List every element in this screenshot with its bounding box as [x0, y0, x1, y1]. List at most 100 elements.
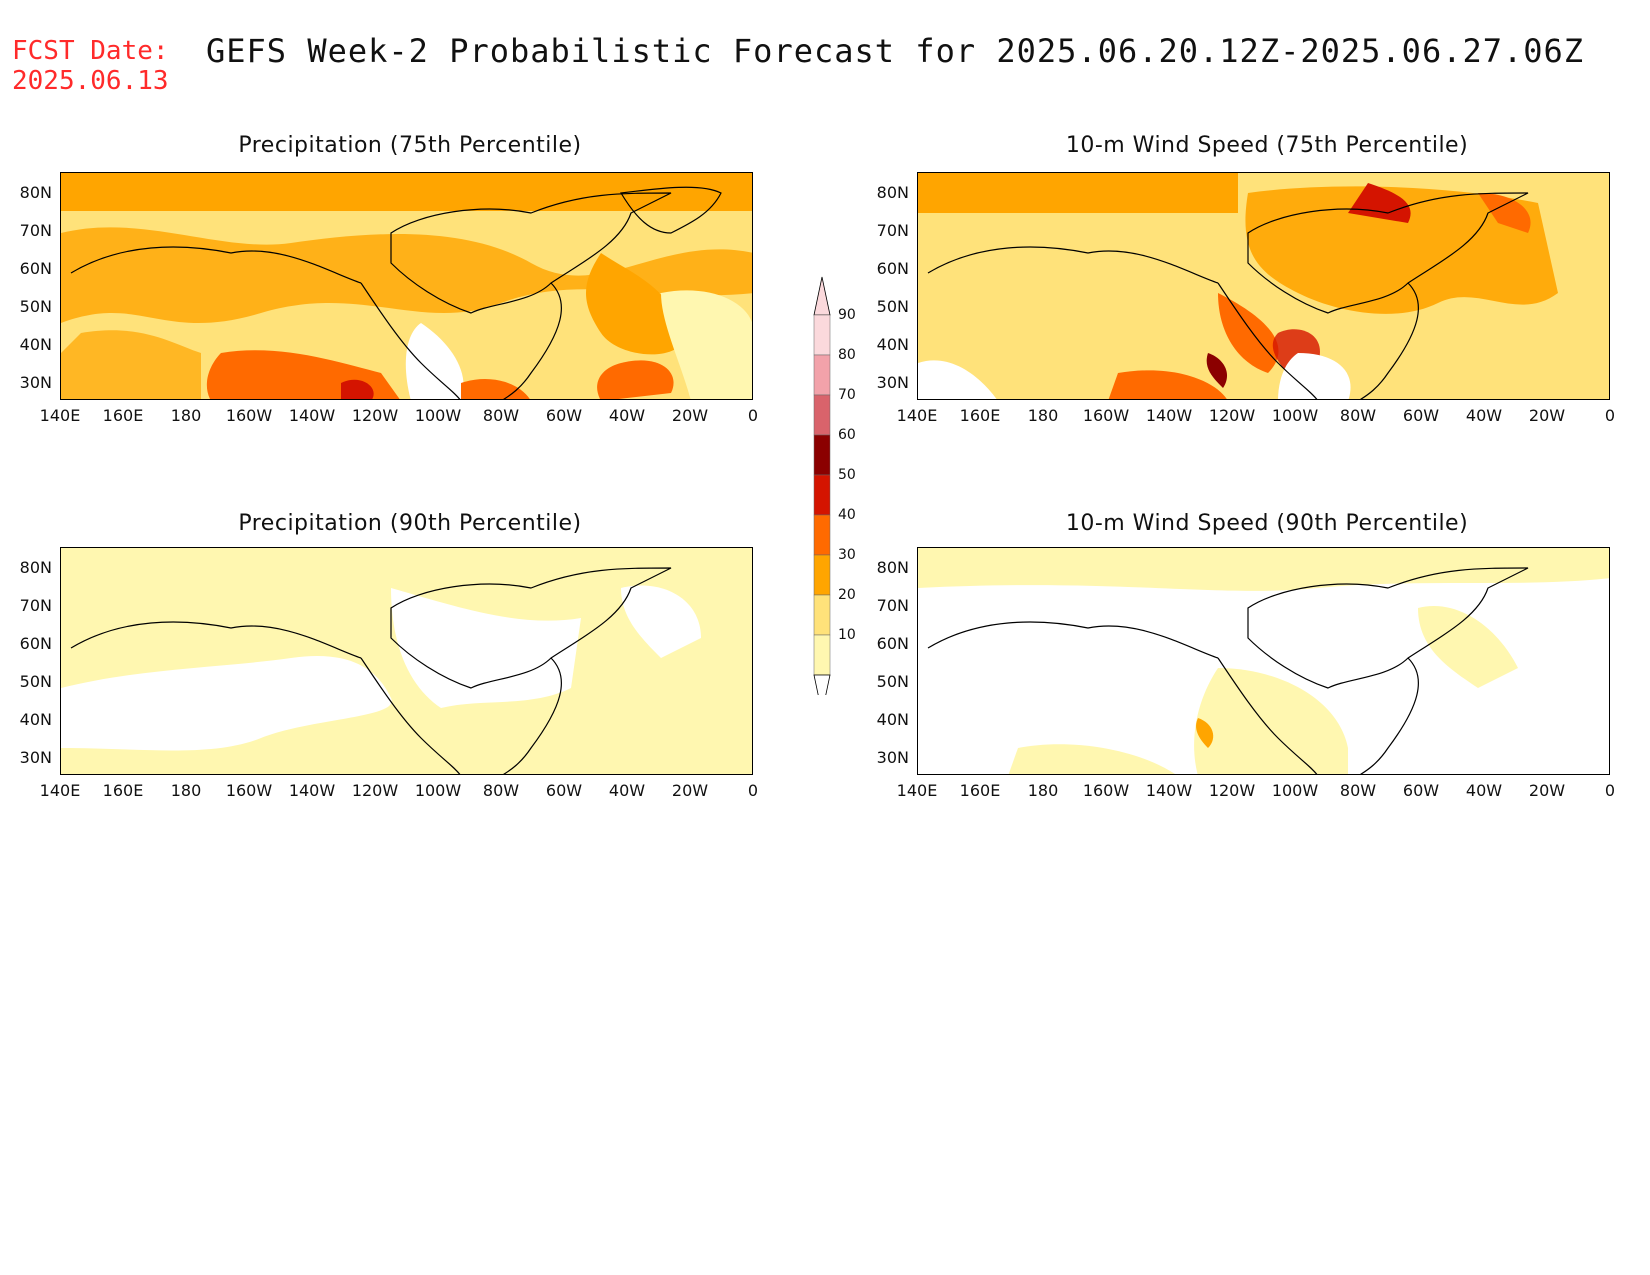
- precip90-field: [61, 548, 752, 774]
- colorbar-level-label: 40: [838, 507, 856, 523]
- colorbar-swatch: [813, 554, 831, 596]
- lon-tick-label: 160W: [1082, 781, 1130, 800]
- panel-title-precip75: Precipitation (75th Percentile): [238, 133, 582, 158]
- lon-tick-label: 120W: [351, 406, 399, 425]
- colorbar: 90 80 70 60 50 40 30 20 10: [812, 275, 892, 714]
- panel-title-wind90: 10-m Wind Speed (90th Percentile): [1065, 511, 1469, 536]
- lon-tick-label: 160W: [225, 406, 273, 425]
- lon-tick-label: 80W: [482, 781, 520, 800]
- precip75-field: [61, 173, 752, 399]
- lon-tick-label: 120W: [1208, 781, 1256, 800]
- lon-tick-label: 60W: [545, 406, 583, 425]
- lon-tick-label: 160E: [102, 406, 144, 425]
- lon-tick-label: 40W: [608, 781, 646, 800]
- lat-tick-label: 70N: [876, 596, 909, 615]
- lat-tick-label: 30N: [876, 748, 909, 767]
- lat-tick-label: 80N: [19, 558, 52, 577]
- lon-tick-label: 140W: [1145, 406, 1193, 425]
- lat-tick-label: 40N: [19, 710, 52, 729]
- fcst-date-caption: FCST Date:: [12, 36, 169, 66]
- lon-tick-label: 80W: [482, 406, 520, 425]
- panel-title-precip90: Precipitation (90th Percentile): [238, 511, 582, 536]
- lon-tick-label: 160W: [1082, 406, 1130, 425]
- colorbar-swatch: [813, 594, 831, 636]
- lon-tick-label: 40W: [1465, 781, 1503, 800]
- lat-tick-label: 60N: [19, 634, 52, 653]
- lat-tick-label: 40N: [876, 335, 909, 354]
- lon-tick-label: 160E: [102, 781, 144, 800]
- colorbar-level-label: 60: [838, 427, 856, 443]
- fcst-date-value: 2025.06.13: [12, 66, 169, 96]
- lon-tick-label: 160W: [225, 781, 273, 800]
- colorbar-level-label: 80: [838, 347, 856, 363]
- lat-tick-label: 60N: [876, 259, 909, 278]
- lon-tick-label: 140E: [896, 781, 938, 800]
- lat-tick-label: 30N: [19, 373, 52, 392]
- lon-tick-label: 80W: [1339, 781, 1377, 800]
- lon-tick-label: 180: [170, 781, 202, 800]
- colorbar-swatch: [813, 314, 831, 356]
- lon-tick-label: 100W: [1271, 406, 1319, 425]
- lat-tick-label: 50N: [19, 297, 52, 316]
- lon-tick-label: 0: [1604, 781, 1616, 800]
- lon-tick-label: 20W: [1528, 781, 1566, 800]
- lon-tick-label: 160E: [959, 781, 1001, 800]
- lon-tick-label: 180: [170, 406, 202, 425]
- lon-tick-label: 180: [1027, 781, 1059, 800]
- lon-tick-label: 160E: [959, 406, 1001, 425]
- colorbar-swatch: [813, 354, 831, 396]
- lon-tick-label: 60W: [1402, 781, 1440, 800]
- colorbar-bottom-extension: [813, 674, 831, 714]
- colorbar-level-label: 50: [838, 467, 856, 483]
- map-panel-wind90: [917, 547, 1610, 775]
- lon-tick-label: 100W: [1271, 781, 1319, 800]
- colorbar-swatches: [813, 276, 831, 714]
- lon-tick-label: 40W: [608, 406, 646, 425]
- colorbar-swatch: [813, 394, 831, 436]
- colorbar-swatch: [813, 514, 831, 556]
- lon-tick-label: 20W: [671, 406, 709, 425]
- lon-tick-label: 80W: [1339, 406, 1377, 425]
- colorbar-top-extension: [813, 276, 831, 316]
- lat-tick-label: 70N: [876, 221, 909, 240]
- map-panel-precip90: [60, 547, 753, 775]
- page-title: GEFS Week-2 Probabilistic Forecast for 2…: [206, 32, 1585, 70]
- lon-tick-label: 140E: [39, 781, 81, 800]
- colorbar-level-label: 90: [838, 307, 856, 323]
- colorbar-level-label: 10: [838, 627, 856, 643]
- lon-tick-label: 120W: [1208, 406, 1256, 425]
- lon-tick-label: 140W: [288, 406, 336, 425]
- wind75-field: [918, 173, 1609, 399]
- lon-tick-label: 100W: [414, 781, 462, 800]
- lat-tick-label: 60N: [19, 259, 52, 278]
- lon-tick-label: 140E: [896, 406, 938, 425]
- lat-tick-label: 80N: [876, 558, 909, 577]
- lat-tick-label: 30N: [19, 748, 52, 767]
- lon-tick-label: 20W: [1528, 406, 1566, 425]
- lon-tick-label: 0: [747, 406, 759, 425]
- panel-title-wind75: 10-m Wind Speed (75th Percentile): [1065, 133, 1469, 158]
- lon-tick-label: 0: [747, 781, 759, 800]
- colorbar-swatch: [813, 434, 831, 476]
- lon-tick-label: 140E: [39, 406, 81, 425]
- colorbar-level-label: 20: [838, 587, 856, 603]
- lon-tick-label: 60W: [545, 781, 583, 800]
- lat-tick-label: 40N: [876, 710, 909, 729]
- forecast-date-label: FCST Date: 2025.06.13: [12, 36, 169, 96]
- lon-tick-label: 100W: [414, 406, 462, 425]
- lon-tick-label: 120W: [351, 781, 399, 800]
- lat-tick-label: 70N: [19, 221, 52, 240]
- lat-tick-label: 50N: [876, 297, 909, 316]
- lat-tick-label: 80N: [876, 183, 909, 202]
- lat-tick-label: 60N: [876, 634, 909, 653]
- colorbar-swatch: [813, 474, 831, 516]
- lon-tick-label: 140W: [288, 781, 336, 800]
- colorbar-level-label: 70: [838, 387, 856, 403]
- map-panel-wind75: [917, 172, 1610, 400]
- lat-tick-label: 50N: [19, 672, 52, 691]
- lon-tick-label: 140W: [1145, 781, 1193, 800]
- lat-tick-label: 50N: [876, 672, 909, 691]
- colorbar-level-label: 30: [838, 547, 856, 563]
- lon-tick-label: 60W: [1402, 406, 1440, 425]
- lon-tick-label: 0: [1604, 406, 1616, 425]
